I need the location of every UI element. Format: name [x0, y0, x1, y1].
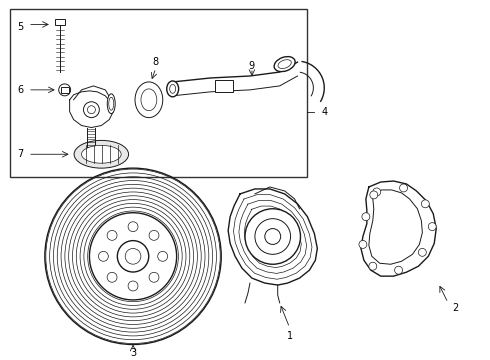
Circle shape: [128, 281, 138, 291]
Circle shape: [83, 102, 99, 118]
Polygon shape: [70, 91, 113, 127]
Polygon shape: [361, 181, 436, 276]
Ellipse shape: [141, 89, 157, 111]
Circle shape: [107, 230, 117, 240]
Ellipse shape: [167, 81, 179, 97]
Circle shape: [245, 209, 300, 264]
Circle shape: [117, 240, 149, 272]
Bar: [10, 9, 307, 177]
Text: 3: 3: [130, 348, 136, 359]
Ellipse shape: [81, 145, 121, 163]
Circle shape: [158, 251, 168, 261]
Circle shape: [370, 191, 378, 199]
Ellipse shape: [109, 97, 114, 110]
Ellipse shape: [135, 82, 163, 118]
Circle shape: [394, 266, 403, 274]
Text: 7: 7: [17, 149, 23, 159]
Circle shape: [421, 200, 429, 208]
Text: 9: 9: [249, 61, 255, 71]
Ellipse shape: [274, 57, 295, 72]
Text: 6: 6: [17, 85, 23, 95]
Circle shape: [362, 213, 370, 221]
Text: 1: 1: [287, 330, 293, 341]
Bar: [215, 80, 233, 92]
Circle shape: [265, 229, 281, 244]
Ellipse shape: [278, 60, 291, 68]
Circle shape: [373, 188, 381, 196]
Text: 5: 5: [17, 22, 23, 32]
Ellipse shape: [170, 84, 175, 93]
Text: 4: 4: [321, 107, 327, 117]
Polygon shape: [228, 189, 318, 285]
Circle shape: [149, 272, 159, 282]
Circle shape: [418, 248, 426, 256]
Bar: [55, 18, 65, 26]
Circle shape: [59, 84, 71, 96]
Circle shape: [90, 213, 176, 300]
Circle shape: [255, 219, 291, 255]
Circle shape: [428, 222, 436, 230]
Circle shape: [98, 251, 108, 261]
Text: 2: 2: [452, 303, 458, 313]
Ellipse shape: [74, 140, 128, 168]
Bar: [61, 87, 69, 93]
Circle shape: [107, 272, 117, 282]
Circle shape: [149, 230, 159, 240]
Circle shape: [399, 184, 408, 192]
Circle shape: [359, 240, 367, 248]
Ellipse shape: [107, 94, 115, 114]
Circle shape: [128, 222, 138, 231]
Circle shape: [369, 262, 377, 270]
Circle shape: [125, 248, 141, 264]
Circle shape: [87, 106, 96, 114]
Text: 8: 8: [153, 57, 159, 67]
